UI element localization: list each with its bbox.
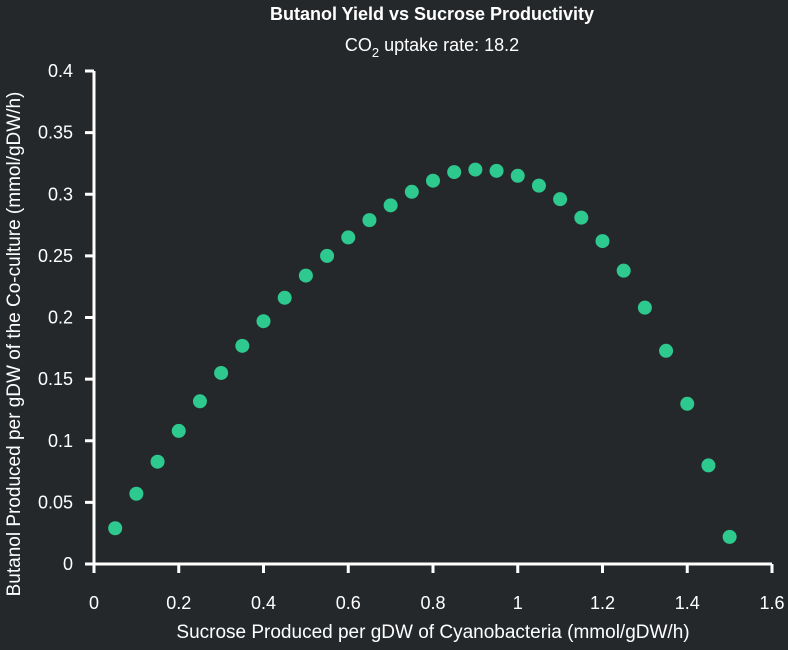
data-point xyxy=(256,314,271,329)
y-tick-label: 0.4 xyxy=(48,61,73,81)
x-tick-label: 0.4 xyxy=(251,593,276,613)
data-point xyxy=(214,365,229,380)
x-tick-label: 1.2 xyxy=(590,593,615,613)
data-point xyxy=(722,529,737,544)
data-point xyxy=(595,234,610,249)
data-point xyxy=(489,163,504,178)
data-point xyxy=(383,198,398,213)
chart-subtitle: CO2 uptake rate: 18.2 xyxy=(345,35,519,60)
data-point xyxy=(192,394,207,409)
axes: 0 0.2 0.4 0.6 0.8 1 1.2 1.4 1.6 0 0.05 0.1 0.15 0.2 0.… xyxy=(38,61,785,613)
x-tick-label: 1.6 xyxy=(759,593,784,613)
data-point xyxy=(701,458,716,473)
data-point xyxy=(108,521,123,536)
data-point xyxy=(171,423,186,438)
x-tick-label: 0.6 xyxy=(336,593,361,613)
data-point xyxy=(659,343,674,358)
subtitle-prefix: CO xyxy=(345,35,372,55)
data-point xyxy=(235,338,250,353)
data-point xyxy=(404,184,419,199)
data-points xyxy=(108,162,737,544)
chart-title: Butanol Yield vs Sucrose Productivity xyxy=(270,4,594,24)
x-axis-label: Sucrose Produced per gDW of Cyanobacteri… xyxy=(176,622,689,643)
x-tick-label: 1.4 xyxy=(675,593,700,613)
x-tick-label: 0.8 xyxy=(420,593,445,613)
data-point xyxy=(468,162,483,177)
data-point xyxy=(616,263,631,278)
data-point xyxy=(637,300,652,315)
data-point xyxy=(447,165,462,180)
y-axis-label: Butanol Produced per gDW of the Co-cultu… xyxy=(4,92,25,597)
data-point xyxy=(129,486,144,501)
subtitle-subscript: 2 xyxy=(372,45,379,60)
y-tick-label: 0.1 xyxy=(48,431,73,451)
data-point xyxy=(426,173,440,188)
x-tick-label: 0 xyxy=(89,593,99,613)
y-tick-label: 0.3 xyxy=(48,184,73,204)
data-point xyxy=(680,396,695,411)
y-tick-label: 0.2 xyxy=(48,308,73,328)
data-point xyxy=(150,454,165,469)
x-tick-label: 1 xyxy=(513,593,523,613)
x-tick-label: 0.2 xyxy=(166,593,191,613)
data-point xyxy=(362,213,377,228)
y-tick-label: 0.15 xyxy=(38,369,73,389)
y-tick-label: 0 xyxy=(63,554,73,574)
data-point xyxy=(531,178,546,193)
data-point xyxy=(553,192,568,207)
y-tick-label: 0.35 xyxy=(38,123,73,143)
data-point xyxy=(277,290,292,305)
data-point xyxy=(341,230,356,245)
data-point xyxy=(510,168,525,183)
y-tick-label: 0.05 xyxy=(38,492,73,512)
subtitle-suffix: uptake rate: 18.2 xyxy=(379,35,519,55)
y-tick-label: 0.25 xyxy=(38,246,73,266)
data-point xyxy=(298,268,313,283)
data-point xyxy=(574,210,589,225)
data-point xyxy=(320,248,335,263)
